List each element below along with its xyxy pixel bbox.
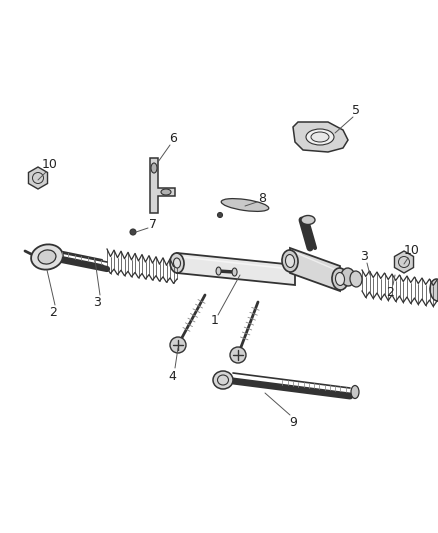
Polygon shape <box>150 158 175 213</box>
Ellipse shape <box>31 244 63 270</box>
Ellipse shape <box>430 279 438 301</box>
Polygon shape <box>28 167 48 189</box>
Text: 9: 9 <box>289 416 297 429</box>
Ellipse shape <box>161 189 171 195</box>
Ellipse shape <box>350 271 362 287</box>
Polygon shape <box>177 253 295 285</box>
Ellipse shape <box>151 163 157 173</box>
Ellipse shape <box>230 347 246 363</box>
Ellipse shape <box>332 268 348 290</box>
Ellipse shape <box>130 229 136 235</box>
Text: 10: 10 <box>42 158 58 172</box>
Ellipse shape <box>38 250 56 264</box>
Text: 8: 8 <box>258 191 266 205</box>
Ellipse shape <box>232 268 237 276</box>
Text: 2: 2 <box>386 287 394 300</box>
Ellipse shape <box>218 213 223 217</box>
Text: 6: 6 <box>169 132 177 144</box>
Ellipse shape <box>311 132 329 142</box>
Text: 7: 7 <box>149 217 157 230</box>
Polygon shape <box>293 122 348 152</box>
Ellipse shape <box>216 267 221 275</box>
Ellipse shape <box>286 255 294 268</box>
Ellipse shape <box>306 129 334 145</box>
Text: 4: 4 <box>168 369 176 383</box>
Ellipse shape <box>213 371 233 389</box>
Text: 10: 10 <box>404 245 420 257</box>
Ellipse shape <box>282 250 298 272</box>
Text: 3: 3 <box>93 296 101 310</box>
Text: 2: 2 <box>49 306 57 319</box>
Ellipse shape <box>351 385 359 399</box>
Ellipse shape <box>170 337 186 353</box>
Ellipse shape <box>336 272 345 286</box>
Ellipse shape <box>221 199 269 212</box>
Text: 5: 5 <box>352 103 360 117</box>
Ellipse shape <box>301 215 315 224</box>
Polygon shape <box>395 251 413 273</box>
Ellipse shape <box>341 268 355 286</box>
Ellipse shape <box>173 258 180 268</box>
Text: 3: 3 <box>360 251 368 263</box>
Text: 1: 1 <box>211 313 219 327</box>
Ellipse shape <box>170 253 184 273</box>
Polygon shape <box>290 248 340 291</box>
